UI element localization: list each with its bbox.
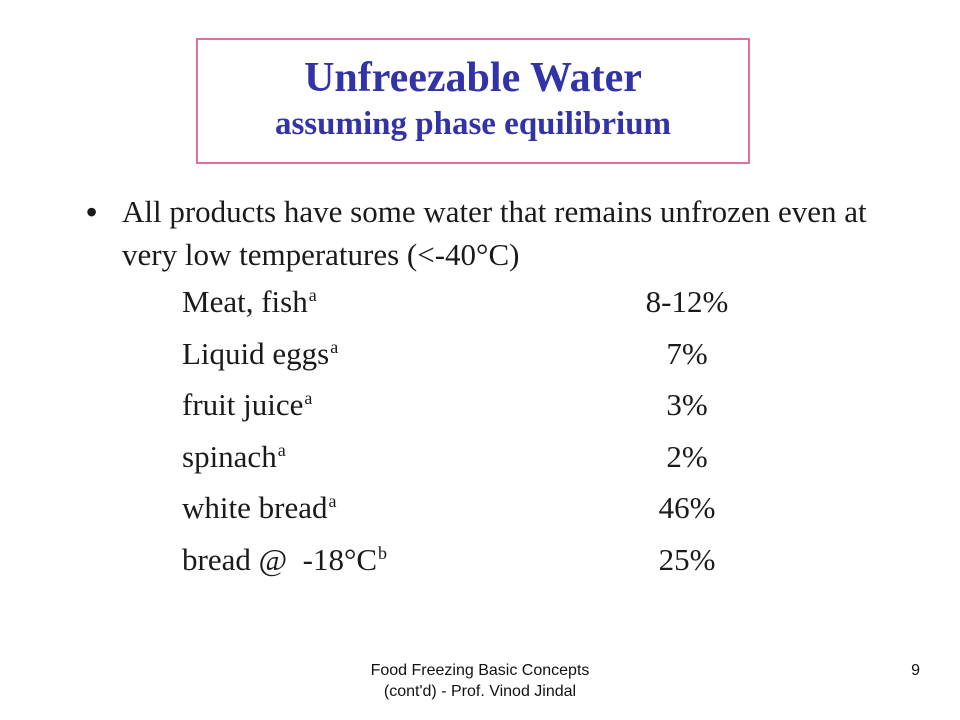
- row-value: 3%: [666, 387, 708, 422]
- footnote-marker: a: [304, 388, 313, 408]
- row-label: bread @ -18°Cb: [182, 541, 388, 577]
- row-value: 46%: [658, 490, 716, 525]
- slide-subtitle: assuming phase equilibrium: [274, 106, 672, 142]
- table-row: Meat, fisha 8-12%: [182, 280, 762, 332]
- page-number: 9: [911, 662, 920, 679]
- unfrozen-water-table: Meat, fisha 8-12% Liquid eggsa 7% fruit …: [182, 280, 762, 589]
- table-row: bread @ -18°Cb 25%: [182, 538, 762, 590]
- table-row: fruit juicea 3%: [182, 383, 762, 435]
- row-value: 7%: [666, 335, 708, 371]
- slide-title-box: Unfreezable Water assuming phase equilib…: [196, 38, 750, 164]
- row-label: Meat, fisha: [182, 284, 317, 319]
- footnote-marker: a: [277, 439, 286, 460]
- row-value: 25%: [658, 541, 716, 577]
- footer-line-2: (cont'd) - Prof. Vinod Jindal: [383, 683, 577, 700]
- row-label: Liquid eggsa: [182, 335, 339, 371]
- bullet-marker: •: [86, 194, 98, 230]
- footnote-marker: a: [308, 285, 317, 305]
- footnote-marker: a: [328, 491, 337, 511]
- row-value: 2%: [666, 438, 708, 474]
- slide-title: Unfreezable Water: [304, 55, 642, 101]
- row-value: 8-12%: [645, 284, 729, 319]
- slide-footer: Food Freezing Basic Concepts (cont'd) - …: [280, 660, 680, 702]
- row-label: white breada: [182, 490, 337, 525]
- footer-line-1: Food Freezing Basic Concepts: [370, 662, 590, 679]
- bullet-text: All products have some water that remain…: [122, 194, 867, 272]
- footnote-marker: b: [378, 542, 388, 563]
- footnote-marker: a: [330, 336, 339, 357]
- table-row: white breada 46%: [182, 486, 762, 538]
- table-row: Liquid eggsa 7%: [182, 332, 762, 384]
- row-label: spinacha: [182, 438, 286, 474]
- row-label: fruit juicea: [182, 387, 313, 422]
- table-row: spinacha 2%: [182, 435, 762, 487]
